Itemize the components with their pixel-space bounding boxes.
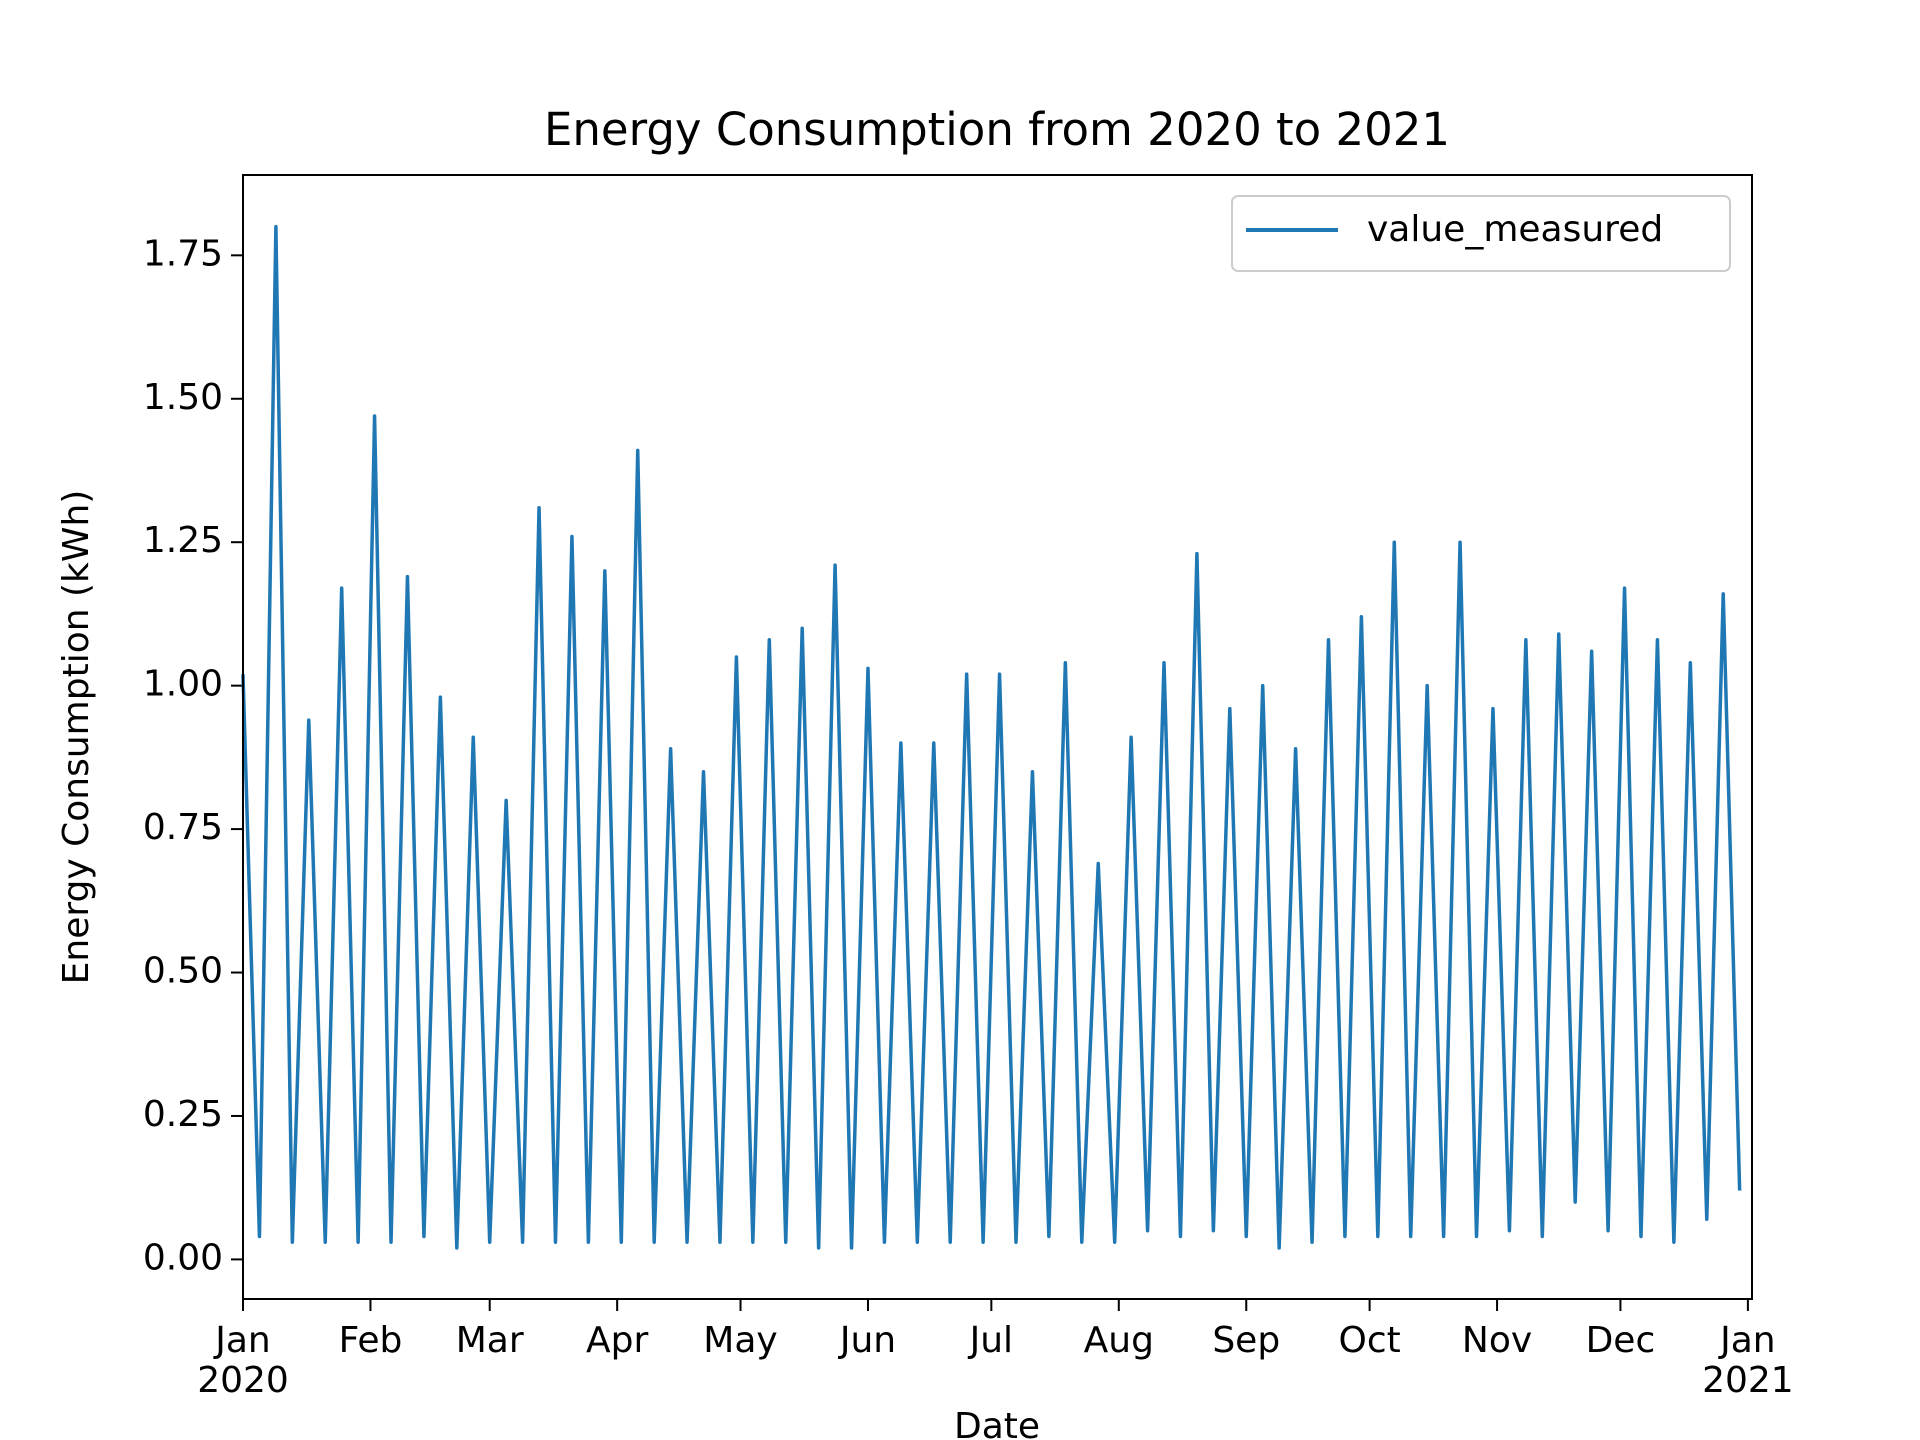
x-tick-label: Sep: [1212, 1320, 1281, 1361]
y-tick-label: 0.75: [143, 807, 223, 848]
y-tick-label: 0.25: [143, 1094, 223, 1135]
y-tick-label: 1.50: [143, 377, 223, 418]
x-tick-label: Oct: [1338, 1320, 1401, 1361]
chart-title: Energy Consumption from 2020 to 2021: [544, 103, 1450, 156]
x-tick-label: Dec: [1585, 1320, 1656, 1361]
y-tick-label: 1.25: [143, 520, 223, 561]
x-tick-label: Feb: [338, 1320, 403, 1361]
x-tick-label: Jan 2021: [1702, 1320, 1794, 1401]
x-tick-label: Jun: [839, 1320, 897, 1361]
x-axis-label: Date: [954, 1406, 1040, 1440]
x-tick-label: Aug: [1083, 1320, 1154, 1361]
x-tick-label: Mar: [455, 1320, 524, 1361]
x-tick-label: May: [703, 1320, 778, 1361]
legend-box: [1231, 195, 1731, 272]
data-line: [241, 224, 1742, 1250]
y-tick-label: 0.50: [143, 951, 223, 992]
x-tick-label: Jan 2020: [197, 1320, 289, 1401]
x-tick-label: Jul: [969, 1320, 1014, 1361]
y-axis-label: Energy Consumption (kWh): [56, 490, 97, 985]
plot-frame: [242, 174, 1753, 1300]
y-tick-label: 0.00: [143, 1237, 223, 1278]
y-tick-label: 1.00: [143, 664, 223, 705]
x-tick-label: Apr: [586, 1320, 649, 1361]
y-tick-label: 1.75: [143, 233, 223, 274]
legend-label: value_measured: [1367, 209, 1663, 250]
x-tick-label: Nov: [1461, 1320, 1533, 1361]
